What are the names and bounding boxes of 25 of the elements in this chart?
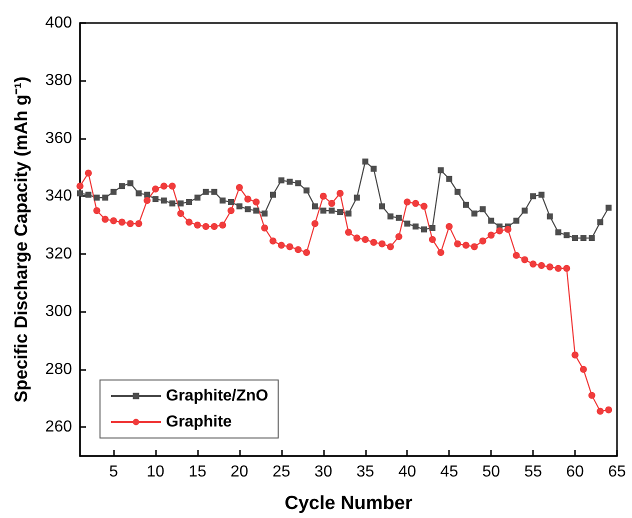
y-tick-label: 380 xyxy=(45,72,72,90)
x-tick-label: 25 xyxy=(272,464,290,480)
x-axis-title: Cycle Number xyxy=(284,493,413,514)
legend-label: Graphite/ZnO xyxy=(166,388,268,404)
legend-label: Graphite xyxy=(166,414,232,430)
x-tick-label: 35 xyxy=(356,464,374,480)
y-tick-label: 340 xyxy=(45,188,72,205)
x-tick-label: 50 xyxy=(482,464,500,480)
x-tick-label: 45 xyxy=(440,464,458,480)
y-tick-label: 260 xyxy=(45,418,72,436)
x-tick-label: 65 xyxy=(608,464,626,480)
x-tick-label: 55 xyxy=(524,464,542,480)
y-axis-title: Specific Discharge Capacity (mAh g⁻¹) xyxy=(11,76,31,403)
y-tick-label: 300 xyxy=(45,303,72,320)
y-tick-label: 400 xyxy=(45,14,72,32)
x-tick-label: 40 xyxy=(398,464,416,480)
x-tick-label: 15 xyxy=(188,464,206,480)
y-tick-label: 320 xyxy=(45,245,72,262)
x-tick-label: 30 xyxy=(314,464,332,480)
y-tick-label: 360 xyxy=(45,130,72,147)
y-tick-label: 280 xyxy=(45,360,72,378)
x-tick-label: 5 xyxy=(109,464,118,480)
x-tick-label: 20 xyxy=(230,464,248,480)
x-tick-label: 10 xyxy=(146,464,165,480)
x-tick-label: 60 xyxy=(566,464,584,480)
